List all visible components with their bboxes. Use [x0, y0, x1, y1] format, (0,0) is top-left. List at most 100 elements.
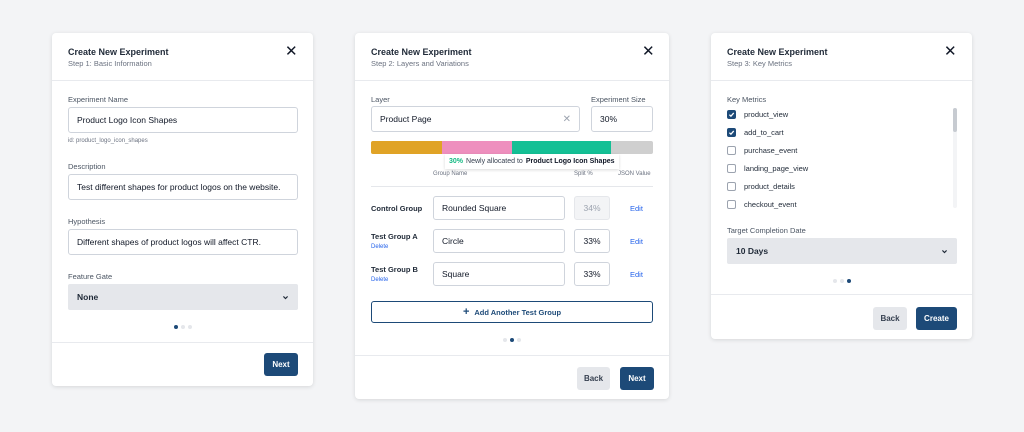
- step2-title: Create New Experiment: [371, 47, 472, 57]
- page-dot: [847, 279, 851, 283]
- close-icon[interactable]: ✕: [642, 43, 655, 60]
- experiment-name-input[interactable]: Product Logo Icon Shapes: [68, 107, 298, 133]
- test-group-b-split-input[interactable]: 33%: [574, 262, 610, 286]
- metric-label: landing_page_view: [744, 163, 809, 173]
- step2-pagination: [503, 338, 521, 342]
- allocation-segment-free: [610, 141, 653, 154]
- allocation-bar: [371, 141, 653, 154]
- test-group-a-name-input[interactable]: Circle: [433, 229, 565, 253]
- control-group-split-input: 34%: [574, 196, 610, 220]
- test-group-b-delete-link[interactable]: Delete: [371, 277, 389, 283]
- metric-item-product-view[interactable]: product_view: [727, 108, 788, 120]
- checkbox-icon[interactable]: [727, 163, 736, 173]
- control-group-name-input[interactable]: Rounded Square: [433, 196, 565, 220]
- page-dot: [517, 338, 521, 342]
- step3-footer: [711, 294, 972, 295]
- layer-input[interactable]: Product Page ✕: [371, 106, 580, 132]
- metric-label: product_details: [744, 181, 795, 191]
- page-dot: [833, 279, 837, 283]
- step1-pagination: [174, 325, 192, 329]
- step2-footer: [355, 355, 669, 356]
- experiment-id-hint: id: product_logo_icon_shapes: [68, 138, 148, 144]
- hypothesis-input[interactable]: Different shapes of product logos will a…: [68, 229, 298, 255]
- test-group-b-label: Test Group B: [371, 265, 418, 274]
- add-test-group-label: Add Another Test Group: [474, 307, 562, 317]
- tooltip-name: Product Logo Icon Shapes: [525, 158, 615, 165]
- step1-card: Create New Experiment Step 1: Basic Info…: [52, 33, 313, 386]
- page-dot: [503, 338, 507, 342]
- metric-item-product-details[interactable]: product_details: [727, 180, 795, 192]
- step1-title: Create New Experiment: [68, 47, 169, 57]
- layer-value: Product Page: [380, 114, 432, 124]
- step1-subtitle: Step 1: Basic Information: [68, 59, 152, 68]
- step2-header: [355, 33, 669, 81]
- close-icon[interactable]: ✕: [285, 43, 298, 60]
- test-group-a-label: Test Group A: [371, 232, 418, 241]
- plus-icon: +: [462, 305, 470, 318]
- step2-subtitle: Step 2: Layers and Variations: [371, 59, 469, 68]
- experiment-size-input[interactable]: 30%: [591, 106, 653, 132]
- test-group-a-delete-link[interactable]: Delete: [371, 244, 389, 250]
- test-group-a-edit-link[interactable]: Edit: [630, 237, 643, 246]
- page-dot: [174, 325, 178, 329]
- checkbox-checked-icon[interactable]: [727, 127, 736, 137]
- metric-label: add_to_cart: [744, 127, 784, 137]
- metric-label: purchase_event: [744, 145, 798, 155]
- metric-item-purchase-event[interactable]: purchase_event: [727, 144, 797, 156]
- key-metrics-label: Key Metrics: [727, 95, 767, 104]
- back-button[interactable]: Back: [577, 367, 610, 390]
- create-button[interactable]: Create: [916, 307, 957, 330]
- tooltip-text: Newly allocated to: [466, 158, 523, 165]
- page-dot: [188, 325, 192, 329]
- allocation-segment-other-1: [371, 141, 442, 154]
- chevron-down-icon: [283, 295, 288, 299]
- metric-label: checkout_event: [744, 199, 797, 209]
- test-group-b-edit-link[interactable]: Edit: [630, 270, 643, 279]
- experiment-name-label: Experiment Name: [68, 95, 129, 104]
- checkbox-icon[interactable]: [727, 199, 736, 209]
- description-label: Description: [68, 162, 106, 171]
- metrics-scrollbar[interactable]: [953, 108, 957, 208]
- checkbox-checked-icon[interactable]: [727, 109, 736, 119]
- layer-label: Layer: [371, 95, 390, 104]
- metric-label: product_view: [744, 109, 789, 119]
- step3-title: Create New Experiment: [727, 47, 828, 57]
- tooltip-percent: 30%: [449, 158, 464, 165]
- experiment-size-label: Experiment Size: [591, 95, 646, 104]
- description-input[interactable]: Test different shapes for product logos …: [68, 174, 298, 200]
- test-group-b-name-input[interactable]: Square: [433, 262, 565, 286]
- hypothesis-label: Hypothesis: [68, 217, 106, 226]
- col-json: JSON Value: [618, 171, 651, 177]
- metric-item-landing-page-view[interactable]: landing_page_view: [727, 162, 808, 174]
- control-group-edit-link[interactable]: Edit: [630, 204, 643, 213]
- metrics-scrollbar-thumb[interactable]: [953, 108, 957, 132]
- checkbox-icon[interactable]: [727, 145, 736, 155]
- col-split: Split %: [574, 171, 593, 177]
- feature-gate-select[interactable]: None: [68, 284, 298, 310]
- target-date-label: Target Completion Date: [727, 226, 806, 235]
- next-button[interactable]: Next: [264, 353, 298, 376]
- step3-header: [711, 33, 972, 81]
- col-group-name: Group Name: [433, 171, 468, 177]
- step3-card: Create New Experiment Step 3: Key Metric…: [711, 33, 972, 339]
- test-group-a-split-input[interactable]: 33%: [574, 229, 610, 253]
- metric-item-add-to-cart[interactable]: add_to_cart: [727, 126, 784, 138]
- control-group-label: Control Group: [371, 204, 423, 213]
- allocation-tooltip: 30% Newly allocated to Product Logo Icon…: [445, 154, 619, 169]
- step1-header: [52, 33, 313, 81]
- feature-gate-label: Feature Gate: [68, 272, 113, 281]
- step2-card: Create New Experiment Step 2: Layers and…: [355, 33, 669, 399]
- close-icon[interactable]: ✕: [944, 43, 957, 60]
- target-date-select[interactable]: 10 Days: [727, 238, 957, 264]
- metric-item-checkout-event[interactable]: checkout_event: [727, 198, 797, 210]
- page-dot: [510, 338, 514, 342]
- page-dot: [181, 325, 185, 329]
- add-test-group-button[interactable]: + Add Another Test Group: [371, 301, 653, 323]
- allocation-segment-new: [512, 141, 611, 154]
- step3-pagination: [833, 279, 851, 283]
- back-button[interactable]: Back: [873, 307, 907, 330]
- next-button[interactable]: Next: [620, 367, 654, 390]
- checkbox-icon[interactable]: [727, 181, 736, 191]
- clear-icon[interactable]: ✕: [562, 113, 571, 125]
